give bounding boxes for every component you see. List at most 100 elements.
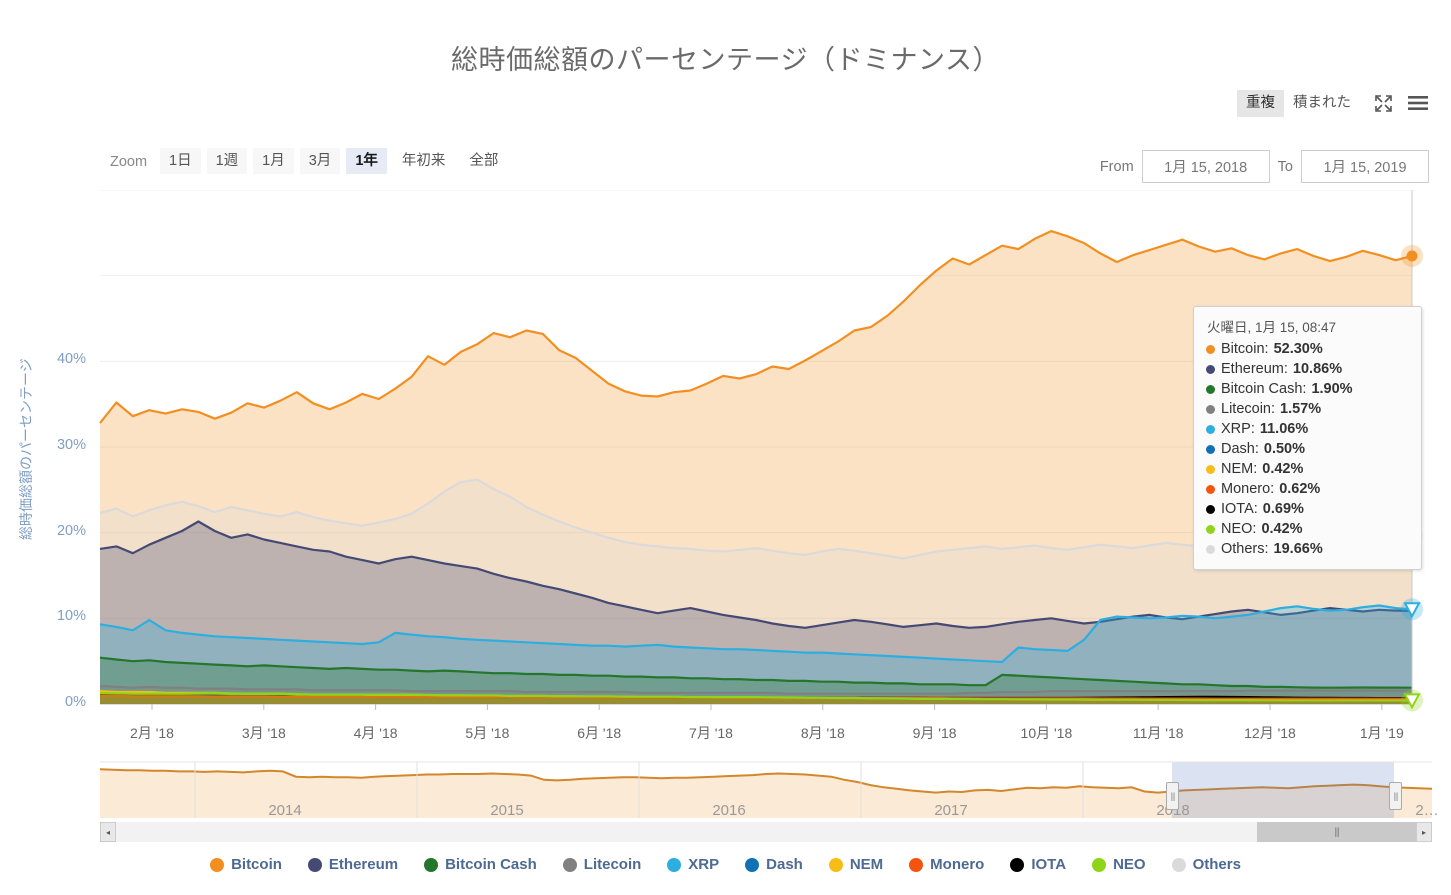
series-bitcoin: [99, 230, 1413, 704]
legend-item-xrp[interactable]: XRP: [667, 856, 719, 873]
series-color-dot: [1206, 344, 1215, 354]
y-tick-label: 20%: [56, 522, 86, 539]
series-color-dot: [1206, 444, 1215, 454]
scroll-left-arrow-icon[interactable]: ◂: [100, 822, 116, 842]
hover-marker-point: [1403, 602, 1421, 619]
navigator-year-label: 2017: [934, 802, 968, 819]
tooltip-series-value: 1.57%: [1280, 401, 1322, 417]
legend-item-litecoin[interactable]: Litecoin: [562, 856, 642, 873]
from-date-input[interactable]: 1月 15, 2018: [1141, 150, 1270, 183]
range-selector: Zoom 1日 1週 1月 3月 1年 年初来 全部 From 1月 15, 2…: [0, 148, 1451, 183]
legend-item-dash[interactable]: Dash: [745, 856, 803, 873]
stacked-toggle-button[interactable]: 積まれた: [1293, 95, 1351, 111]
tooltip-series-value: 10.86%: [1292, 361, 1343, 377]
legend-item-bitcoin[interactable]: Bitcoin: [210, 856, 282, 873]
y-tick-label: 40%: [56, 351, 86, 368]
legend-label: Ethereum: [328, 856, 399, 873]
tooltip-series-name: Dash:: [1221, 441, 1259, 457]
tooltip-series-name: Bitcoin:: [1221, 341, 1269, 357]
navigator-year-label-partial: 2…: [1415, 802, 1439, 819]
legend-color-dot: [667, 857, 682, 872]
zoom-button-1month[interactable]: 1月: [253, 148, 294, 175]
series-color-dot: [1206, 424, 1215, 434]
legend-item-neo[interactable]: NEO: [1092, 856, 1146, 873]
chart-plot-area[interactable]: 総時価総額のパーセンテージ: [0, 190, 1451, 720]
tooltip-series-value: 11.06%: [1259, 421, 1309, 437]
x-tick-label: 10月 '18: [1020, 725, 1073, 741]
legend-item-bitcoin-cash[interactable]: Bitcoin Cash: [424, 856, 537, 873]
series-color-dot: [1206, 544, 1215, 554]
navigator-year-label: 2014: [268, 802, 302, 819]
y-tick-label: 30%: [56, 437, 86, 453]
y-tick-label: 10%: [56, 608, 86, 625]
tooltip-series-value: 19.66%: [1273, 541, 1323, 557]
x-tick-label: 8月 '18: [800, 725, 845, 741]
navigator-series[interactable]: [0, 760, 1451, 820]
zoom-button-1week[interactable]: 1週: [206, 148, 248, 175]
legend-label: Monero: [930, 856, 985, 873]
tooltip-series-name: XRP:: [1221, 421, 1255, 437]
navigator-scrollbar[interactable]: ◂ ||| ▸: [100, 822, 1432, 842]
overlap-toggle-button[interactable]: 重複: [1237, 90, 1284, 117]
scrollbar-thumb[interactable]: |||: [1257, 822, 1416, 842]
zoom-button-1day[interactable]: 1日: [160, 148, 201, 175]
to-date-input[interactable]: 1月 15, 2019: [1301, 150, 1429, 183]
x-tick-label: 7月 '18: [689, 725, 733, 741]
legend-item-nem[interactable]: NEM: [828, 856, 883, 873]
zoom-button-ytd[interactable]: 年初来: [401, 153, 446, 169]
zoom-button-1year[interactable]: 1年: [346, 148, 387, 175]
fullscreen-icon[interactable]: [1374, 94, 1393, 113]
dominance-area-chart[interactable]: [0, 190, 1451, 720]
legend-item-monero[interactable]: Monero: [909, 856, 984, 873]
tooltip-series-value: 0.62%: [1279, 481, 1321, 497]
chart-navigator[interactable]: 2014 2015 2016 2017 2018 2… | | | |: [0, 760, 1451, 820]
x-tick-label: 4月 '18: [353, 725, 398, 741]
navigator-right-handle[interactable]: | |: [1389, 782, 1402, 810]
tooltip-series-name: Litecoin:: [1221, 401, 1276, 417]
navigator-year-label: 2015: [490, 802, 524, 819]
legend-item-others[interactable]: Others: [1171, 856, 1241, 873]
tooltip-series-name: Monero:: [1221, 481, 1275, 497]
zoom-label: Zoom: [110, 154, 148, 170]
tooltip-series-name: Bitcoin Cash:: [1221, 381, 1307, 397]
legend-color-dot: [1171, 857, 1186, 872]
navigator-area: [100, 769, 1432, 818]
navigator-selection[interactable]: [1172, 762, 1394, 818]
zoom-button-all[interactable]: 全部: [469, 153, 499, 169]
tooltip-row: Litecoin: 1.57%: [1206, 399, 1411, 419]
tooltip-row: XRP: 11.06%: [1206, 419, 1411, 439]
hover-marker-point: [1406, 250, 1418, 262]
chart-legend: Bitcoin Ethereum Bitcoin Cash Litecoin XRP Da…: [0, 856, 1451, 873]
scroll-right-arrow-icon[interactable]: ▸: [1416, 822, 1432, 842]
legend-item-ethereum[interactable]: Ethereum: [307, 856, 399, 873]
legend-label: Others: [1192, 856, 1241, 873]
series-bitcoin-cash: [99, 656, 1413, 704]
tooltip-row: NEO: 0.42%: [1206, 519, 1411, 539]
x-tick-label: 6月 '18: [577, 725, 622, 741]
series-color-dot: [1206, 504, 1215, 514]
series-ethereum: [99, 520, 1413, 704]
tooltip-row: IOTA: 0.69%: [1206, 499, 1411, 519]
tooltip-series-name: NEM:: [1221, 461, 1258, 477]
navigator-year-label: 2016: [712, 802, 746, 819]
zoom-buttons: 1日 1週 1月 3月 1年 年初来 全部: [160, 148, 507, 175]
legend-label: Litecoin: [583, 856, 642, 873]
legend-color-dot: [909, 857, 924, 872]
legend-item-iota[interactable]: IOTA: [1010, 856, 1066, 873]
legend-label: Bitcoin: [231, 856, 282, 873]
legend-color-dot: [307, 857, 322, 872]
series-color-dot: [1206, 364, 1215, 374]
tooltip-series-name: IOTA:: [1221, 501, 1258, 517]
legend-label: XRP: [688, 856, 720, 873]
legend-label: Dash: [766, 856, 803, 873]
x-tick-label: 2月 '18: [130, 725, 174, 741]
legend-color-dot: [1092, 857, 1107, 872]
legend-color-dot: [828, 857, 843, 872]
chart-tooltip: 火曜日, 1月 15, 08:47 Bitcoin: 52.30% Ethereum…: [1193, 306, 1422, 570]
zoom-button-3month[interactable]: 3月: [299, 148, 341, 175]
tooltip-row: Monero: 0.62%: [1206, 479, 1411, 499]
legend-label: NEO: [1113, 856, 1146, 873]
hamburger-menu-icon[interactable]: [1407, 94, 1429, 112]
legend-color-dot: [424, 857, 439, 872]
navigator-left-handle[interactable]: | |: [1166, 782, 1179, 810]
